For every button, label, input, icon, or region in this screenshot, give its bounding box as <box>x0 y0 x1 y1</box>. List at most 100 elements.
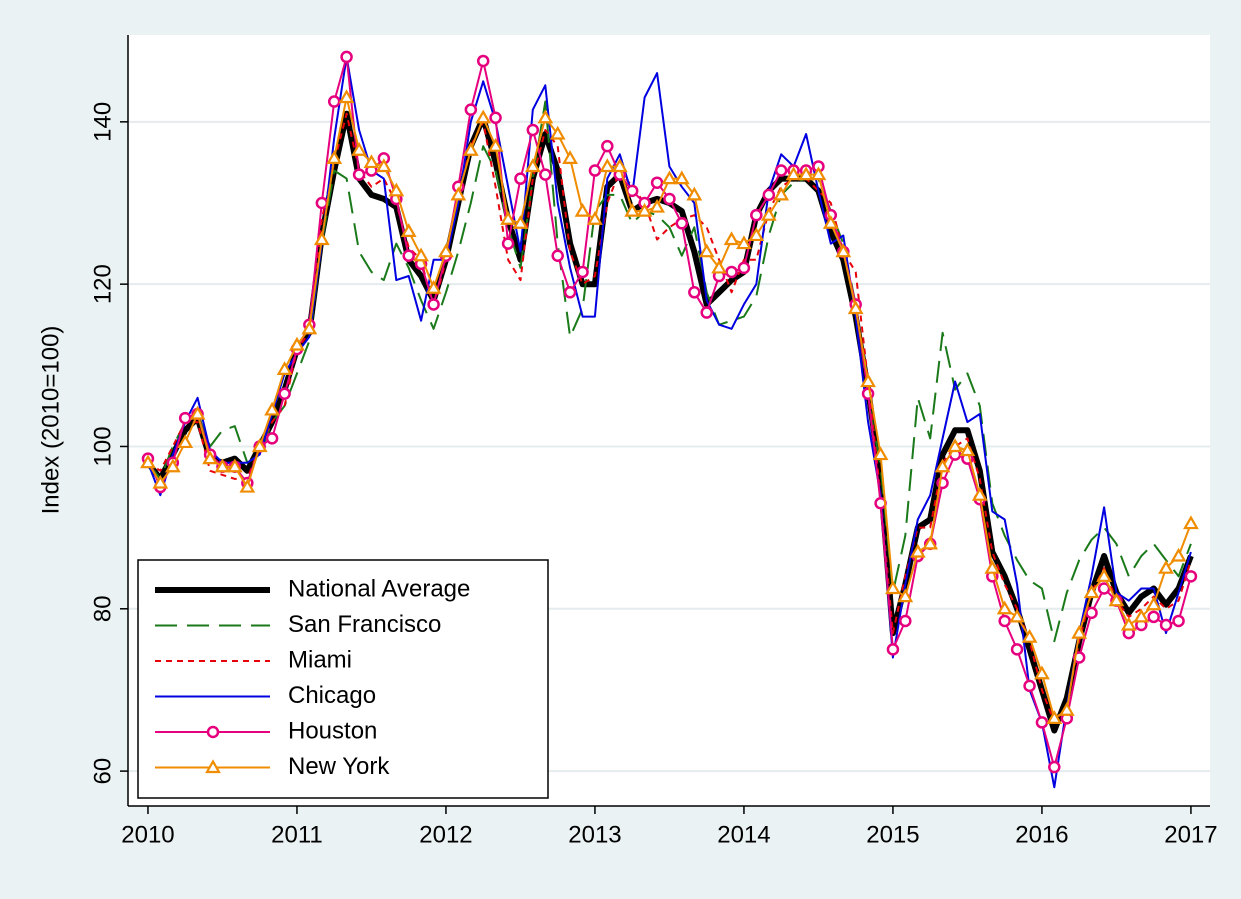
marker <box>798 166 814 181</box>
marker <box>587 211 603 225</box>
marker <box>998 614 1011 628</box>
marker <box>140 454 156 469</box>
marker <box>264 401 280 416</box>
marker <box>725 265 738 279</box>
x-tick-label: 2017 <box>1164 821 1217 848</box>
marker <box>773 186 790 201</box>
marker <box>289 336 305 351</box>
marker <box>1120 616 1137 631</box>
marker <box>959 442 976 457</box>
marker <box>675 217 689 230</box>
x-tick-label: 2012 <box>419 821 472 848</box>
marker <box>1034 665 1050 680</box>
marker <box>686 186 703 201</box>
marker <box>934 458 951 473</box>
legend-label: Chicago <box>288 682 376 709</box>
marker <box>413 247 429 262</box>
marker <box>1023 679 1036 693</box>
y-tick-label: 140 <box>89 102 116 142</box>
marker <box>327 95 341 108</box>
marker <box>1048 760 1061 774</box>
marker <box>400 223 417 238</box>
marker <box>909 543 926 558</box>
marker <box>549 125 566 140</box>
marker <box>700 306 713 319</box>
marker <box>402 249 415 262</box>
marker <box>785 166 802 181</box>
legend-label: National Average <box>288 575 470 602</box>
marker <box>425 279 442 294</box>
marker <box>375 158 392 173</box>
x-tick-label: 2016 <box>1015 821 1068 848</box>
marker <box>1108 592 1125 607</box>
marker <box>1158 559 1174 574</box>
ticks: 60 80 100 120 140 2010 2011 2012 2013 2014 2015 201… <box>89 102 1217 849</box>
marker <box>487 137 504 152</box>
marker <box>551 249 564 262</box>
marker <box>563 286 577 299</box>
marker <box>1035 716 1049 729</box>
marker <box>774 164 788 177</box>
marker <box>762 188 776 202</box>
marker <box>601 139 614 153</box>
marker <box>340 50 353 64</box>
marker <box>351 142 367 156</box>
marker <box>1010 643 1024 656</box>
x-tick-label: 2011 <box>271 821 323 848</box>
marker <box>1145 596 1162 611</box>
marker <box>276 361 293 375</box>
marker <box>177 434 194 449</box>
marker <box>1097 582 1111 595</box>
marker <box>524 158 541 173</box>
marker <box>663 192 676 206</box>
legend-label: Miami <box>288 646 352 673</box>
marker <box>1058 702 1075 716</box>
marker <box>636 202 653 217</box>
marker <box>226 458 243 473</box>
marker <box>1085 606 1098 620</box>
legend: National Average San Francisco Miami Chicag… <box>137 559 549 799</box>
marker <box>1147 610 1160 624</box>
marker <box>514 172 527 185</box>
y-tick-label: 120 <box>89 264 116 304</box>
marker <box>737 261 751 275</box>
marker <box>239 478 256 493</box>
x-tick-label: 2010 <box>121 821 174 848</box>
marker <box>661 170 678 185</box>
marker <box>984 559 1001 574</box>
marker <box>897 588 914 603</box>
x-tick-label: 2015 <box>866 821 919 848</box>
marker <box>886 643 900 656</box>
marker <box>512 215 529 229</box>
marker <box>872 446 889 461</box>
marker <box>1170 547 1187 562</box>
marker <box>760 206 777 221</box>
marker <box>588 164 602 177</box>
marker <box>688 286 701 299</box>
marker <box>847 300 864 315</box>
marker <box>438 243 454 258</box>
marker <box>971 486 988 501</box>
marker <box>476 54 490 68</box>
marker <box>500 211 516 225</box>
marker <box>810 166 827 181</box>
marker <box>822 215 839 229</box>
x-tick-label: 2014 <box>717 821 770 848</box>
marker <box>1159 618 1173 632</box>
marker <box>649 198 665 213</box>
marker <box>562 150 578 164</box>
marker <box>464 103 478 116</box>
legend-label: Houston <box>288 717 377 744</box>
marker <box>611 158 628 173</box>
marker <box>205 759 221 774</box>
marker <box>251 438 268 453</box>
marker <box>164 458 181 473</box>
marker <box>996 600 1013 615</box>
marker <box>363 154 380 169</box>
marker <box>711 259 727 274</box>
marker <box>338 89 355 104</box>
x-tick-label: 2013 <box>568 821 621 848</box>
marker <box>885 580 901 595</box>
marker <box>1009 608 1025 623</box>
